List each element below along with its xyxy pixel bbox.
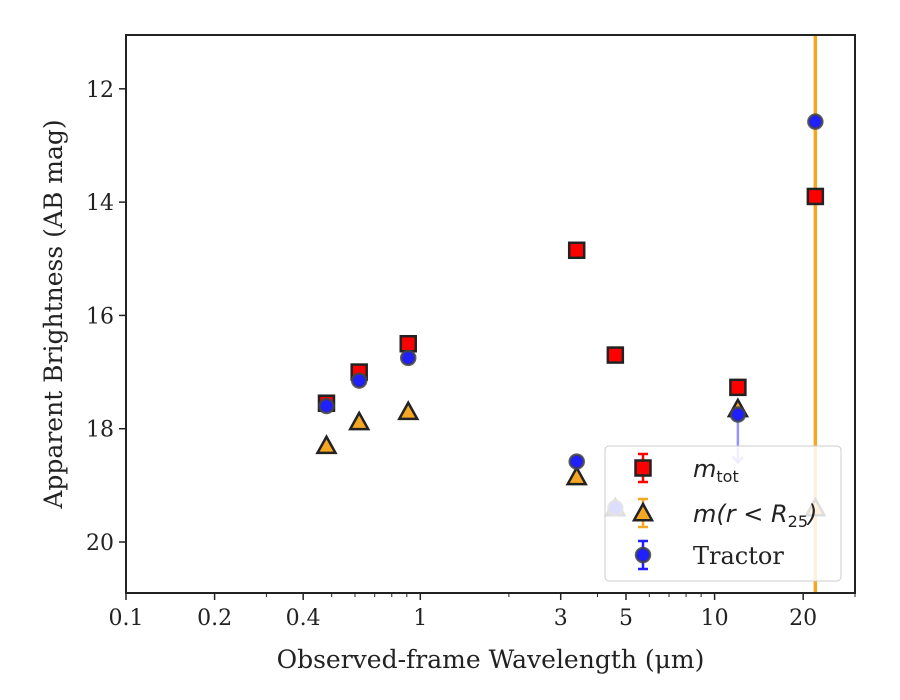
data-point-circle bbox=[729, 406, 747, 423]
data-point-square bbox=[567, 241, 586, 260]
y-axis-label: Apparent Brightness (AB mag) bbox=[39, 119, 68, 509]
y-tick-label: 18 bbox=[86, 418, 114, 443]
y-tick-label: 20 bbox=[86, 531, 114, 556]
x-tick-label: 5 bbox=[619, 606, 633, 631]
data-point-square bbox=[399, 334, 417, 353]
plot-frame bbox=[125, 34, 856, 594]
data-point-triangle bbox=[565, 465, 588, 486]
data-point-circle bbox=[807, 113, 824, 130]
data-point-circle bbox=[318, 397, 335, 415]
x-axis-label: Observed-frame Wavelength (μm) bbox=[277, 645, 705, 674]
data-point-triangle bbox=[397, 400, 420, 421]
x-tick-label: 0.2 bbox=[197, 606, 232, 631]
y-tick-label: 14 bbox=[86, 191, 114, 216]
x-tick-label: 0.1 bbox=[109, 606, 144, 631]
x-tick-label: 1 bbox=[413, 606, 427, 631]
x-tick-label: 20 bbox=[789, 606, 817, 631]
x-tick-label: 10 bbox=[701, 606, 729, 631]
y-tick-label: 12 bbox=[86, 78, 114, 103]
data-point-triangle bbox=[348, 410, 371, 431]
data-point-circle bbox=[568, 453, 585, 470]
data-point-square bbox=[606, 346, 625, 364]
legend-label: m(r < R25) bbox=[693, 500, 817, 531]
legend-label: mtot bbox=[693, 455, 739, 486]
x-tick-label: 3 bbox=[554, 606, 568, 631]
legend-box bbox=[604, 445, 842, 582]
legend-marker-circle bbox=[634, 546, 652, 564]
legend-marker-square bbox=[634, 459, 652, 477]
data-point-square bbox=[729, 378, 747, 397]
data-point-triangle bbox=[315, 434, 338, 455]
data-point-circle bbox=[399, 349, 417, 367]
legend: mtot m(r < R25) Tractor bbox=[604, 445, 842, 582]
data-point-circle bbox=[350, 372, 368, 389]
x-tick-label: 0.4 bbox=[286, 606, 321, 631]
y-tick-label: 16 bbox=[86, 304, 114, 329]
data-point-square bbox=[806, 187, 825, 206]
legend-label: Tractor bbox=[693, 542, 784, 570]
series-square bbox=[317, 187, 825, 412]
legend-marker-triangle bbox=[631, 501, 655, 522]
